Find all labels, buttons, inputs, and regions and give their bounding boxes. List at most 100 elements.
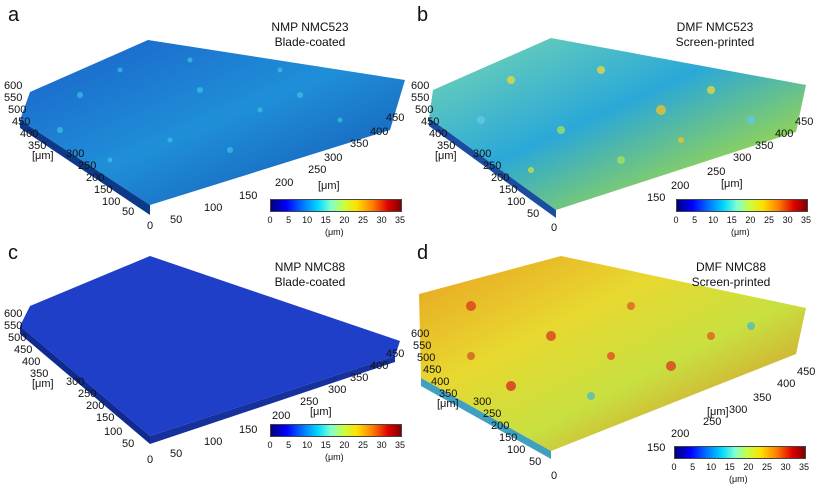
title-line1-c: NMP NMC88 bbox=[274, 260, 346, 274]
x-tick-a-350: 350 bbox=[350, 138, 369, 150]
colorbar-tick-label: 0 bbox=[267, 215, 273, 225]
y-tick-c-600: 600 bbox=[4, 308, 23, 320]
y-tick-a-150: 150 bbox=[94, 184, 113, 196]
title-line2-a: Blade-coated bbox=[274, 35, 346, 49]
x-tick-b-250: 250 bbox=[707, 166, 726, 178]
y-tick-c-100: 100 bbox=[104, 426, 123, 438]
y-tick-c-250: 250 bbox=[78, 388, 97, 400]
colorbar-tick-label: 10 bbox=[302, 215, 313, 225]
x-tick-a-200: 200 bbox=[275, 177, 294, 189]
y-tick-a-500: 500 bbox=[8, 104, 27, 116]
colorbar-b bbox=[676, 199, 808, 212]
y-tick-c-0: 0 bbox=[147, 454, 154, 466]
panel-label-c: c bbox=[8, 242, 18, 264]
x-tick-d-300: 300 bbox=[729, 404, 748, 416]
surface-front-c bbox=[150, 356, 395, 444]
x-tick-c-350: 350 bbox=[350, 372, 369, 384]
x-tick-d-250: 250 bbox=[703, 416, 722, 428]
colorbar-tick-label: 35 bbox=[394, 215, 406, 225]
colorbar-c bbox=[270, 424, 402, 437]
x-tick-a-150: 150 bbox=[239, 190, 258, 202]
y-tick-b-200: 200 bbox=[491, 172, 510, 184]
colorbar-unit-a: (μm) bbox=[325, 227, 344, 237]
colorbar-tick-label: 30 bbox=[782, 215, 793, 225]
x-tick-a-400: 400 bbox=[370, 126, 389, 138]
x-tick-b-300: 300 bbox=[733, 152, 752, 164]
colorbar-tick-label: 5 bbox=[690, 462, 696, 472]
y-tick-d-150: 150 bbox=[499, 432, 518, 444]
x-tick-c-300: 300 bbox=[328, 384, 347, 396]
colorbar-tick-label: 25 bbox=[357, 215, 369, 225]
y-tick-c-350: 350 bbox=[30, 368, 49, 380]
surface-plot-c bbox=[20, 256, 400, 444]
y-tick-a-550: 550 bbox=[4, 92, 23, 104]
panel-label-d: d bbox=[417, 242, 429, 264]
surface-side-c bbox=[20, 326, 150, 444]
x-tick-d-350: 350 bbox=[753, 392, 772, 404]
x-unit-d: [μm] bbox=[707, 406, 729, 418]
y-tick-a-100: 100 bbox=[102, 196, 121, 208]
y-tick-d-350: 350 bbox=[439, 388, 458, 400]
colorbar-unit-d: (μm) bbox=[729, 474, 748, 484]
y-tick-d-550: 550 bbox=[413, 340, 432, 352]
colorbar-tick-label: 15 bbox=[724, 462, 735, 472]
y-tick-d-250: 250 bbox=[483, 408, 502, 420]
title-line1-d: DMF NMC88 bbox=[695, 260, 766, 274]
x-tick-d-450: 450 bbox=[797, 366, 816, 378]
y-tick-b-400: 400 bbox=[429, 128, 448, 140]
colorbar-unit-b: (μm) bbox=[731, 227, 750, 237]
colorbar-tick-label: 5 bbox=[286, 215, 292, 225]
x-tick-c-400: 400 bbox=[370, 360, 389, 372]
y-tick-b-100: 100 bbox=[507, 196, 526, 208]
surface-plot-b bbox=[429, 38, 806, 218]
y-tick-a-200: 200 bbox=[86, 172, 105, 184]
colorbar-tick-label: 0 bbox=[671, 462, 677, 472]
colorbar-tick-label: 5 bbox=[692, 215, 698, 225]
x-tick-d-400: 400 bbox=[777, 378, 796, 390]
x-tick-a-50: 50 bbox=[170, 214, 183, 226]
y-tick-c-400: 400 bbox=[22, 356, 41, 368]
y-tick-c-200: 200 bbox=[86, 400, 105, 412]
y-unit-b: [μm] bbox=[435, 150, 457, 162]
colorbar-tick-label: 25 bbox=[357, 440, 369, 450]
y-tick-a-0: 0 bbox=[147, 220, 154, 232]
x-tick-c-150: 150 bbox=[239, 424, 258, 436]
y-tick-d-0: 0 bbox=[551, 470, 558, 482]
colorbar-tick-label: 15 bbox=[726, 215, 737, 225]
panel-title-c: NMP NMC88 Blade-coated bbox=[250, 260, 370, 290]
x-tick-a-250: 250 bbox=[308, 164, 327, 176]
colorbar-tick-label: 35 bbox=[800, 215, 812, 225]
x-tick-d-200: 200 bbox=[671, 428, 690, 440]
surface-side-d bbox=[421, 378, 551, 459]
panel-title-d: DMF NMC88 Screen-printed bbox=[671, 260, 791, 290]
y-tick-b-250: 250 bbox=[483, 160, 502, 172]
surface-plot-d bbox=[419, 256, 806, 459]
y-tick-b-50: 50 bbox=[527, 208, 540, 220]
colorbar-d bbox=[674, 446, 806, 459]
colorbar-unit-c: (μm) bbox=[325, 452, 344, 462]
y-tick-c-50: 50 bbox=[122, 438, 135, 450]
title-line2-c: Blade-coated bbox=[274, 275, 346, 289]
y-tick-c-300: 300 bbox=[66, 376, 85, 388]
y-tick-b-350: 350 bbox=[437, 140, 456, 152]
colorbar-tick-label: 30 bbox=[780, 462, 791, 472]
y-tick-a-450: 450 bbox=[12, 116, 31, 128]
colorbar-tick-label: 10 bbox=[302, 440, 313, 450]
surface-plot-a bbox=[20, 40, 405, 215]
x-tick-b-200: 200 bbox=[671, 180, 690, 192]
y-tick-d-450: 450 bbox=[423, 364, 442, 376]
x-unit-c: [μm] bbox=[310, 406, 332, 418]
colorbar-tick-label: 10 bbox=[708, 215, 719, 225]
y-tick-d-500: 500 bbox=[417, 352, 436, 364]
y-tick-d-400: 400 bbox=[431, 376, 450, 388]
surface-c bbox=[20, 256, 400, 436]
panel-b: b DMF NMC523 Screen-printed 600 550 500 … bbox=[411, 0, 822, 246]
y-tick-b-0: 0 bbox=[551, 222, 558, 234]
colorbar-tick-label: 25 bbox=[761, 462, 773, 472]
colorbar-tick-label: 20 bbox=[743, 462, 754, 472]
y-tick-c-450: 450 bbox=[14, 344, 33, 356]
colorbar-tick-label: 15 bbox=[320, 215, 331, 225]
x-tick-d-150: 150 bbox=[647, 442, 666, 454]
surface-a bbox=[20, 40, 405, 205]
y-tick-a-250: 250 bbox=[78, 160, 97, 172]
